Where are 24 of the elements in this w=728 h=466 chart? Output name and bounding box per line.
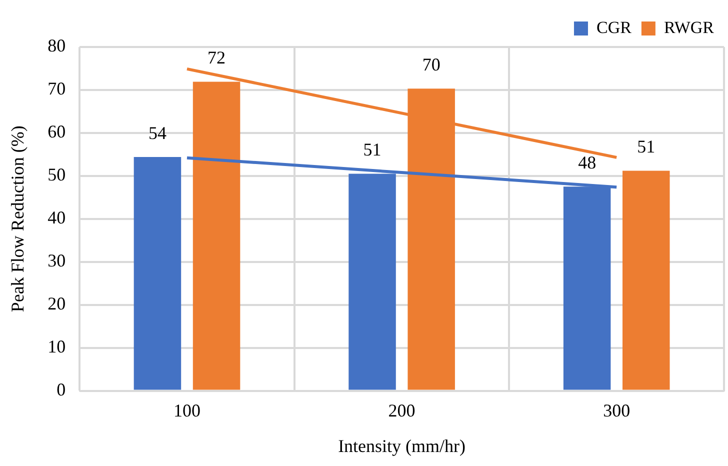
y-tick-label: 70 [48, 78, 66, 99]
data-label: 48 [578, 152, 596, 172]
legend-label: CGR [596, 18, 632, 37]
x-tick-label: 200 [388, 400, 416, 420]
x-tick-label: 100 [174, 400, 200, 420]
y-tick-label: 20 [48, 294, 66, 314]
data-label: 72 [208, 48, 226, 68]
data-label: 51 [363, 140, 382, 160]
data-label: 70 [422, 54, 440, 74]
y-tick-label: 30 [48, 250, 66, 271]
y-tick-label: 40 [48, 208, 66, 228]
y-tick-label: 60 [48, 122, 66, 142]
y-tick-label: 10 [48, 336, 66, 357]
legend-label: RWGR [664, 18, 715, 37]
bar [622, 170, 670, 390]
x-axis-title: Intensity (mm/hr) [338, 436, 466, 456]
y-tick-label: 50 [48, 164, 66, 185]
y-axis-title: Peak Flow Reduction (%) [8, 126, 28, 312]
bar [134, 157, 182, 390]
data-label: 54 [148, 122, 166, 143]
x-tick-label: 300 [603, 400, 630, 420]
data-label: 51 [637, 136, 656, 156]
y-tick-label: 0 [56, 380, 66, 400]
y-tick-label: 80 [48, 36, 66, 56]
